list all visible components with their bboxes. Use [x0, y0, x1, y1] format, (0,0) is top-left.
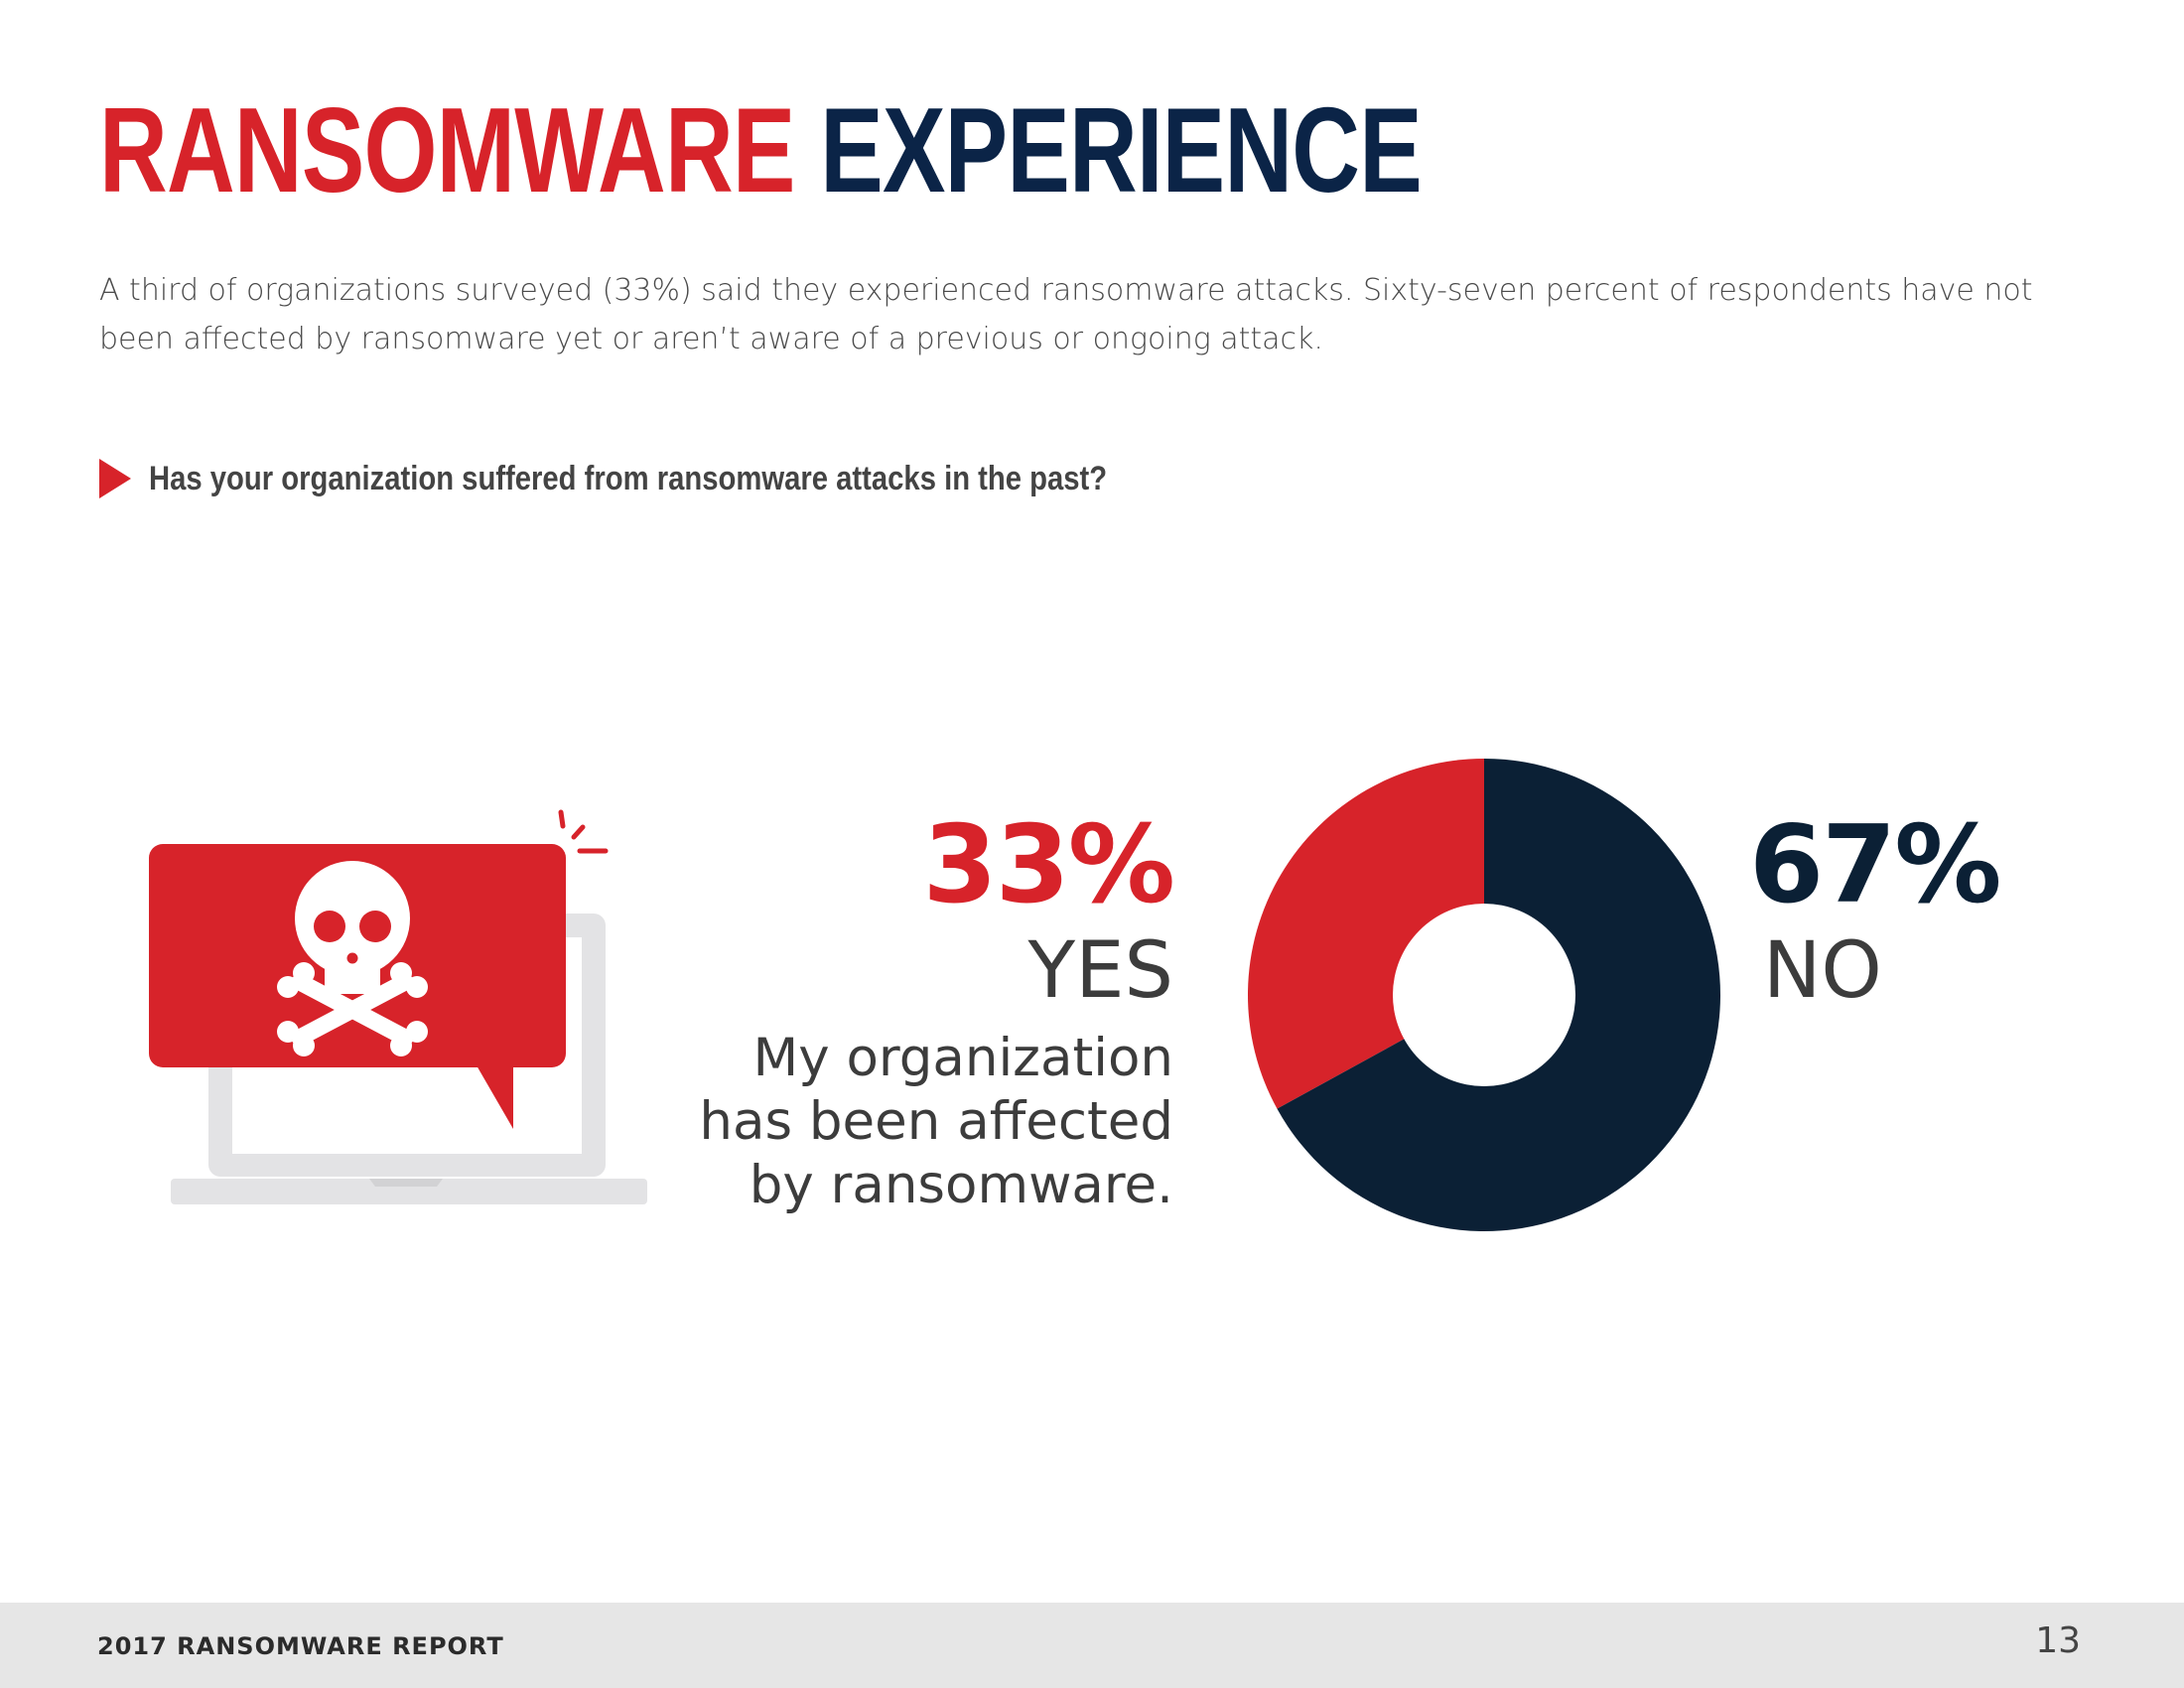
- ransomware-illustration: [149, 809, 647, 1204]
- yes-description: My organization has been affected by ran…: [699, 1027, 1173, 1217]
- no-percent-label: 67%: [1749, 803, 2002, 927]
- donut-chart: [1248, 759, 1720, 1231]
- page-number: 13: [2035, 1620, 2081, 1661]
- yes-description-line: has been affected: [699, 1091, 1173, 1152]
- bone-shaft: [291, 973, 414, 1047]
- footer-report-title: 2017 RANSOMWARE REPORT: [97, 1632, 504, 1660]
- intro-paragraph: A third of organizations surveyed (33%) …: [99, 273, 2033, 356]
- survey-question: Has your organization suffered from rans…: [99, 457, 1263, 500]
- no-callout: 67% NO: [1749, 803, 2002, 1017]
- yes-description-line: by ransomware.: [749, 1155, 1173, 1215]
- title-navy-word: EXPERIENCE: [820, 82, 1422, 217]
- yes-percent-label: 33%: [922, 803, 1175, 927]
- yes-description-line: My organization: [752, 1028, 1173, 1088]
- skull-eye: [359, 911, 391, 942]
- laptop-base: [171, 1179, 647, 1204]
- bubble-tail: [477, 1065, 513, 1129]
- page-title: RANSOMWARE EXPERIENCE: [99, 82, 1423, 217]
- spark-line: [571, 824, 586, 840]
- donut-hole: [1393, 904, 1575, 1086]
- question-text: Has your organization suffered from rans…: [149, 459, 1108, 497]
- skull-head: [295, 861, 410, 976]
- laptop-notch: [369, 1179, 443, 1187]
- alert-spark-icon: [558, 809, 609, 854]
- skull-nostril: [346, 952, 358, 964]
- skull-jaw: [325, 948, 380, 994]
- yes-callout: 33% YES My organization has been affecte…: [699, 803, 1175, 1217]
- yes-label: YES: [1027, 926, 1173, 1016]
- skull-crossbones-icon: [277, 861, 428, 1056]
- spark-line: [558, 809, 566, 829]
- skull-eye: [314, 911, 345, 942]
- footer-bar: 2017 RANSOMWARE REPORT 13: [0, 1603, 2184, 1688]
- triangle-bullet-icon: [99, 459, 131, 498]
- no-label: NO: [1763, 926, 1882, 1016]
- title-red-word: RANSOMWARE: [99, 82, 795, 217]
